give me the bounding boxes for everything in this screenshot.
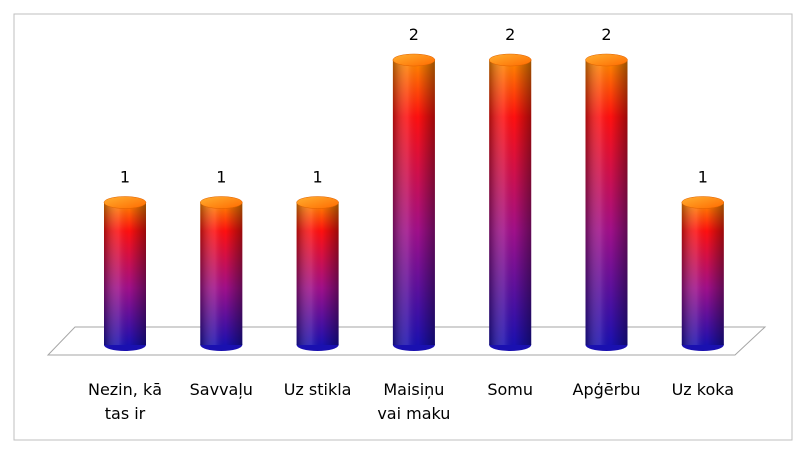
- x-tick-label: Savvaļu: [189, 380, 253, 399]
- data-label: 2: [601, 25, 611, 44]
- bar-shade: [392, 60, 435, 345]
- x-tick-label: Apģērbu: [572, 380, 641, 399]
- bar-shade: [681, 202, 724, 345]
- bar-shade: [585, 60, 628, 345]
- bar-shade: [489, 60, 532, 345]
- x-tick-label: Maisiņu vai maku: [377, 380, 451, 423]
- data-label: 1: [120, 168, 130, 187]
- bar-shade: [200, 202, 243, 345]
- data-label: 1: [216, 168, 226, 187]
- cylinder-top: [681, 196, 725, 209]
- x-tick-label: Uz stikla: [283, 380, 352, 399]
- cylinder-top: [392, 53, 436, 67]
- bar-shade: [296, 202, 339, 345]
- data-label: 2: [409, 25, 419, 44]
- x-tick-label: Nezin, kā tas ir: [87, 380, 163, 423]
- bar-shade: [104, 202, 146, 345]
- cylinder-top: [296, 196, 339, 209]
- cylinder-top: [103, 196, 147, 209]
- x-tick-label: Somu: [487, 380, 534, 399]
- cylinder-top: [585, 53, 628, 67]
- cylinder-top: [200, 196, 243, 209]
- data-label: 1: [313, 168, 323, 187]
- data-label: 2: [505, 25, 515, 44]
- cylinder-top: [488, 53, 532, 67]
- data-label: 1: [698, 168, 708, 187]
- x-tick-label: Uz koka: [671, 380, 735, 399]
